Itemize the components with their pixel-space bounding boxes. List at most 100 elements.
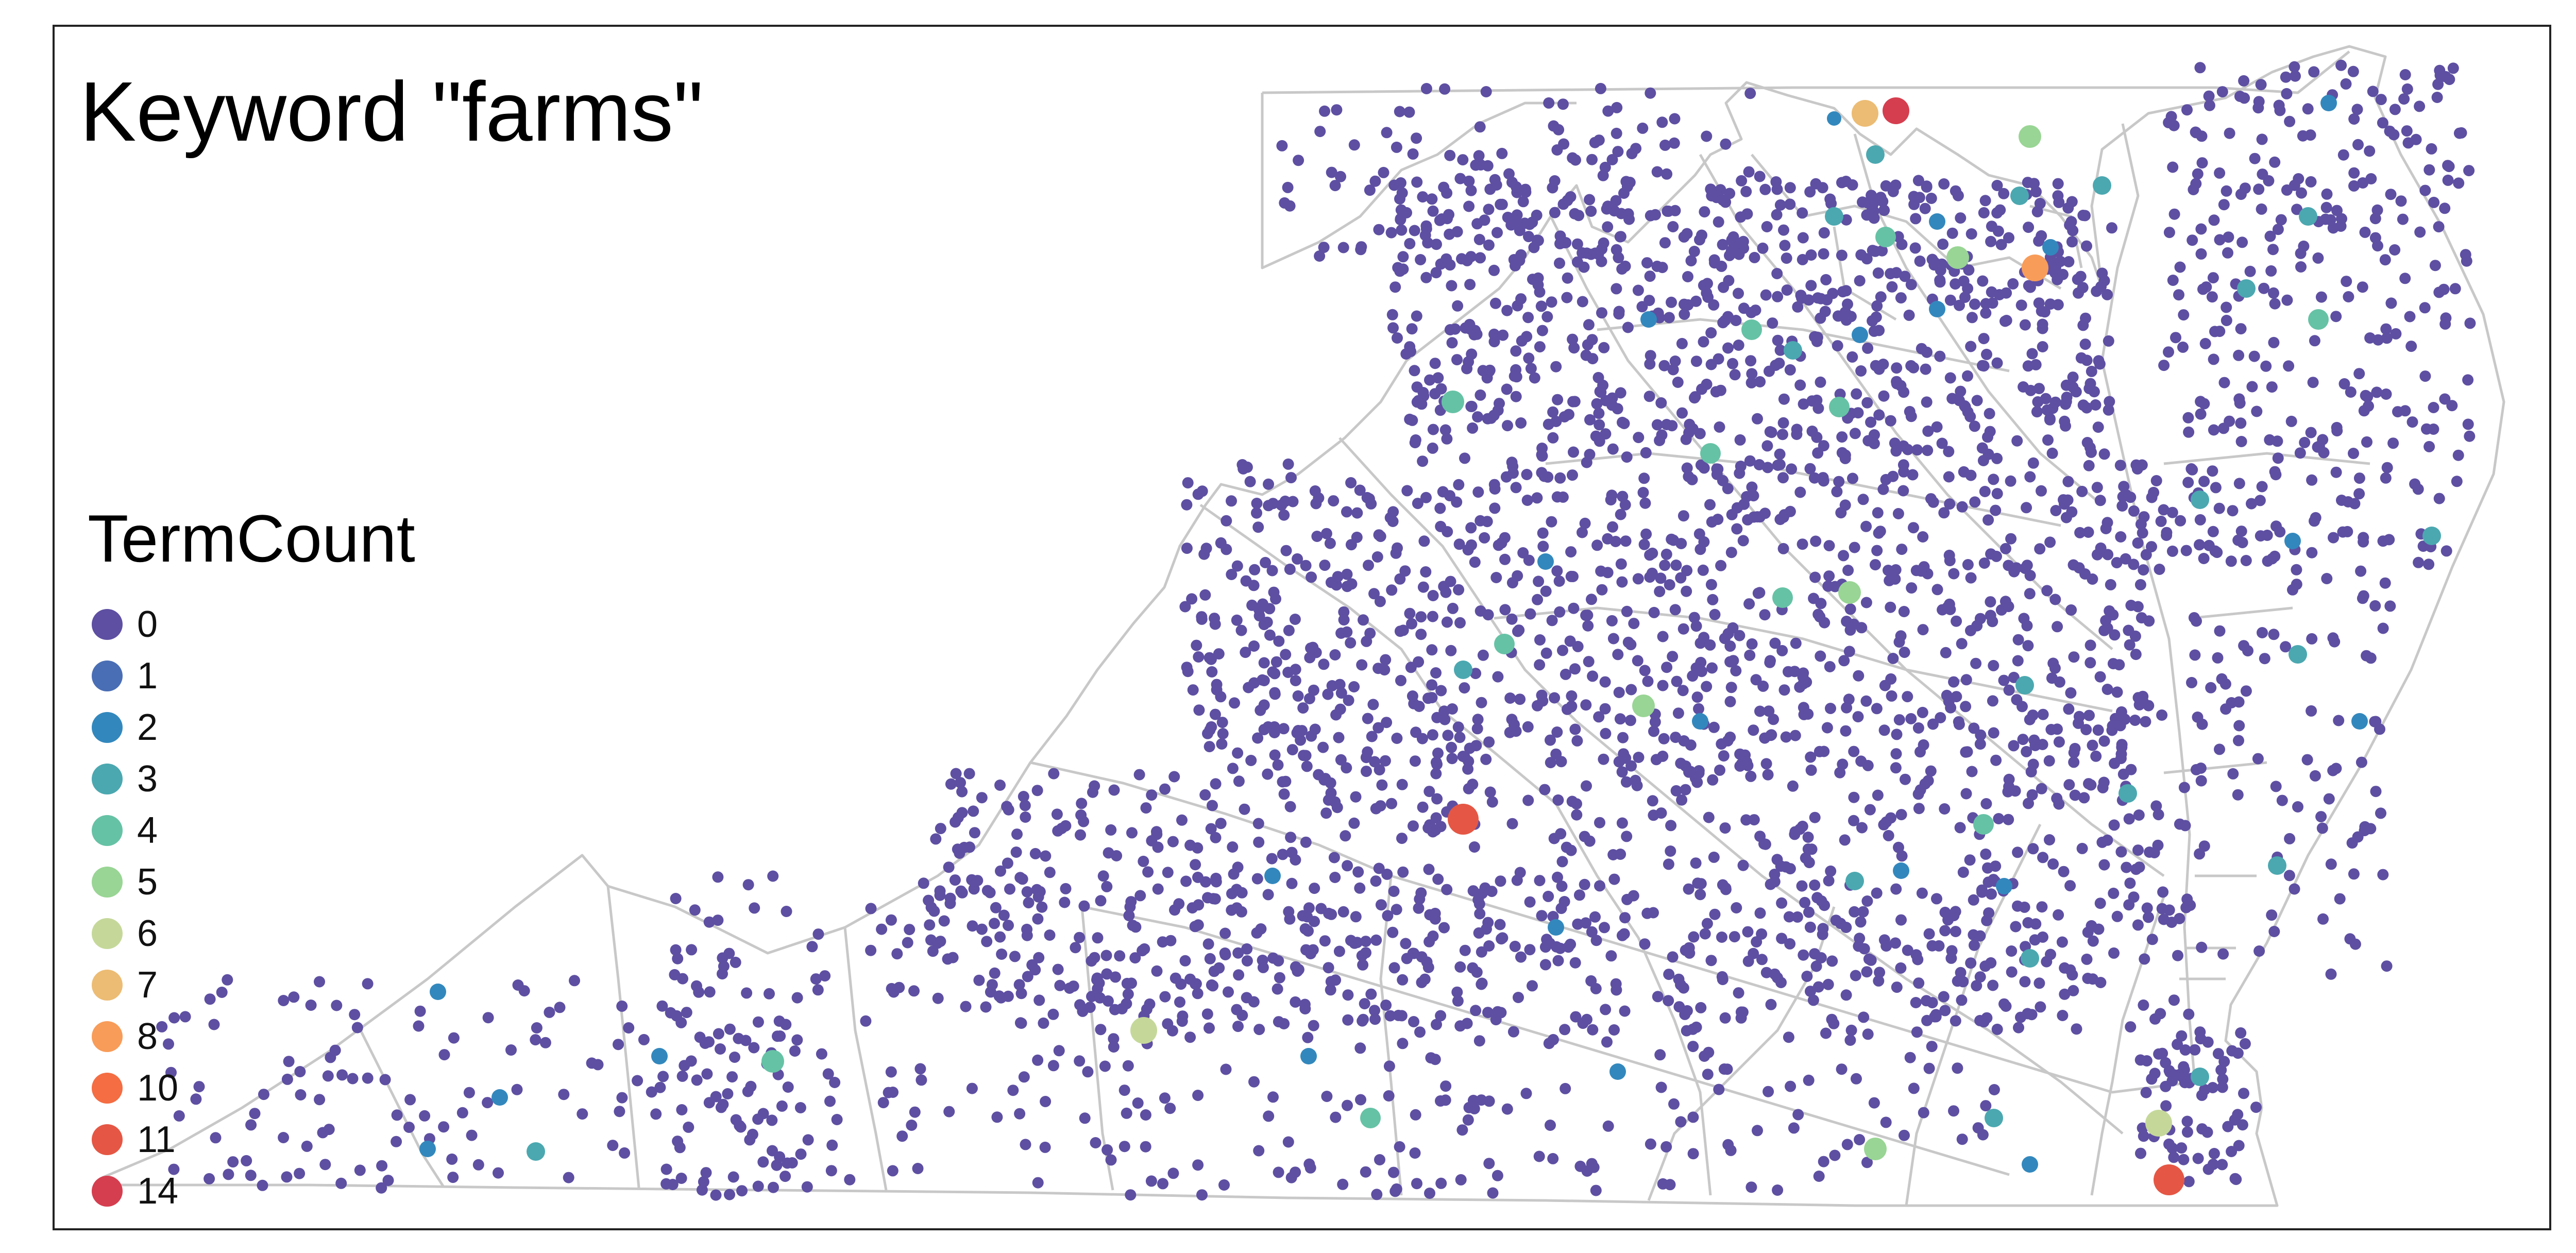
- map-point: [1638, 472, 1650, 484]
- map-point: [1860, 520, 1872, 532]
- map-point: [2375, 94, 2387, 106]
- map-point: [1345, 935, 1357, 946]
- map-point: [2117, 491, 2129, 503]
- map-point: [1384, 1010, 1396, 1022]
- map-point: [1858, 1011, 1870, 1023]
- map-point: [1783, 1031, 1794, 1043]
- map-point: [2250, 1102, 2262, 1113]
- map-point: [1678, 231, 1690, 243]
- map-point: [1235, 624, 1247, 636]
- map-point: [2029, 740, 2041, 751]
- map-point: [1964, 411, 1976, 422]
- map-point: [2381, 332, 2393, 344]
- map-point: [2022, 177, 2033, 189]
- map-point: [2312, 252, 2324, 264]
- map-point: [1415, 629, 1427, 640]
- map-point: [1426, 193, 1438, 205]
- map-point: [1416, 976, 1428, 988]
- map-point: [1670, 560, 1682, 571]
- map-point: [1481, 923, 1492, 935]
- map-point: [1745, 770, 1757, 782]
- map-point-highlight: [1929, 301, 1945, 317]
- map-point: [1813, 1171, 1825, 1182]
- map-point: [1620, 535, 1632, 547]
- map-point: [1748, 947, 1759, 959]
- map-point: [1079, 1112, 1091, 1124]
- map-point: [1439, 714, 1451, 725]
- map-point: [1565, 191, 1577, 202]
- map-point: [1454, 732, 1466, 743]
- map-point: [1151, 965, 1163, 977]
- map-point: [1499, 604, 1511, 616]
- map-point: [1536, 443, 1548, 454]
- map-point: [1509, 940, 1521, 952]
- map-point: [1338, 614, 1350, 626]
- map-point: [1523, 352, 1535, 364]
- map-point: [1101, 881, 1113, 892]
- map-point: [717, 1098, 729, 1110]
- map-point: [1176, 1015, 1188, 1027]
- map-point: [1375, 899, 1387, 911]
- map-point: [2025, 766, 2037, 777]
- map-point: [2068, 651, 2080, 663]
- map-point: [1745, 355, 1757, 367]
- map-point: [1950, 185, 1961, 197]
- map-point: [980, 1001, 992, 1013]
- map-point: [976, 923, 988, 935]
- map-point: [1742, 926, 1754, 938]
- map-point: [2150, 475, 2162, 486]
- map-point: [2254, 495, 2266, 506]
- map-point: [1955, 212, 1967, 224]
- map-point: [2010, 562, 2022, 574]
- map-point: [789, 1045, 801, 1057]
- map-point: [1543, 890, 1554, 902]
- map-point: [1361, 766, 1372, 777]
- map-point: [1430, 756, 1442, 768]
- map-point: [2233, 735, 2244, 747]
- map-point-highlight: [1946, 246, 1969, 269]
- map-point: [1445, 575, 1456, 587]
- map-point: [1864, 804, 1876, 816]
- map-point: [1784, 182, 1796, 194]
- map-point: [1761, 221, 1773, 232]
- map-point: [1483, 204, 1495, 215]
- map-point: [1355, 1094, 1366, 1106]
- map-point: [2225, 555, 2237, 567]
- map-point: [1892, 508, 1904, 519]
- map-point: [2272, 452, 2284, 464]
- map-point: [1218, 1179, 1230, 1191]
- map-point: [1800, 852, 1811, 864]
- legend-label: 10: [137, 1068, 179, 1109]
- map-point: [2428, 402, 2439, 413]
- map-point: [2008, 740, 2020, 752]
- map-point: [1593, 408, 1605, 419]
- map-point: [2049, 662, 2061, 674]
- map-point: [1727, 358, 1738, 369]
- map-point: [1430, 667, 1442, 679]
- map-point: [1623, 213, 1635, 225]
- map-point: [1255, 704, 1266, 716]
- map-point: [249, 1108, 261, 1120]
- map-point: [1633, 432, 1645, 444]
- map-point: [2003, 684, 2015, 696]
- map-point: [1910, 213, 1922, 225]
- map-point: [1329, 649, 1341, 661]
- map-point: [1568, 602, 1580, 614]
- map-point: [1935, 712, 1946, 723]
- map-point: [1836, 249, 1848, 261]
- map-point: [1735, 211, 1747, 223]
- map-point: [1945, 702, 1957, 714]
- map-point: [2342, 526, 2353, 537]
- map-point: [1484, 183, 1496, 195]
- map-point: [1878, 390, 1890, 402]
- map-point: [1127, 920, 1139, 932]
- map-point: [1269, 749, 1281, 761]
- map-point: [1777, 472, 1789, 484]
- map-point: [1240, 575, 1252, 587]
- map-point: [1810, 178, 1822, 190]
- map-point: [2196, 157, 2208, 169]
- map-point: [1299, 1003, 1311, 1014]
- map-point: [1545, 757, 1556, 769]
- map-point: [1990, 860, 2002, 872]
- map-point: [1510, 391, 1522, 402]
